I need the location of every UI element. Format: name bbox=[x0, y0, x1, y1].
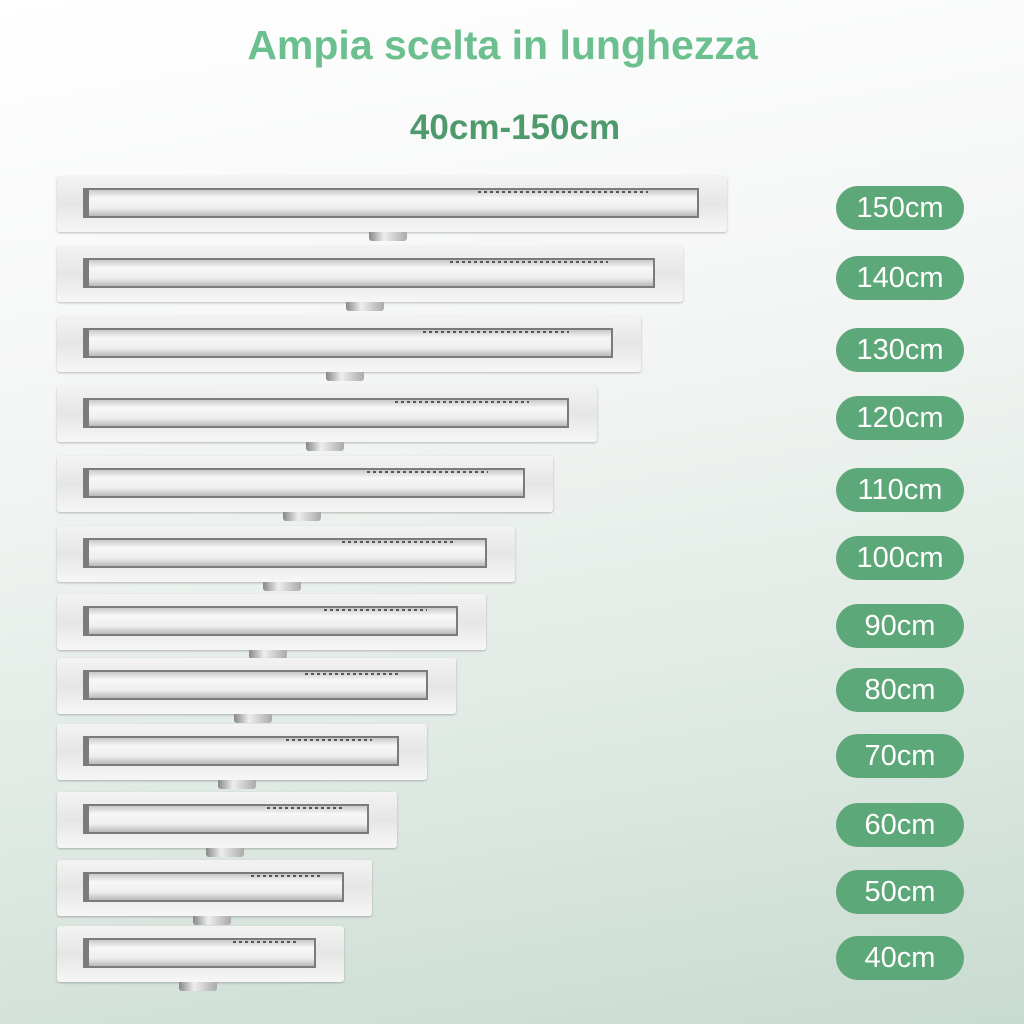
drain-120cm bbox=[57, 386, 597, 442]
drain-channel bbox=[83, 188, 699, 218]
drain-outlet-pipe bbox=[179, 982, 217, 991]
drain-70cm bbox=[57, 724, 427, 780]
drain-50cm bbox=[57, 860, 372, 916]
size-badge: 140cm bbox=[836, 256, 964, 300]
drain-slots bbox=[366, 471, 489, 473]
drain-140cm bbox=[57, 246, 683, 302]
drain-channel bbox=[83, 328, 613, 358]
drain-slots bbox=[423, 331, 570, 333]
drain-150cm bbox=[57, 176, 727, 232]
size-badge: 50cm bbox=[836, 870, 964, 914]
drain-80cm bbox=[57, 658, 456, 714]
drain-channel bbox=[83, 398, 569, 428]
drain-outlet-pipe bbox=[218, 780, 256, 789]
drain-outlet-pipe bbox=[369, 232, 407, 241]
drain-outlet-pipe bbox=[234, 714, 272, 723]
drain-channel bbox=[83, 938, 316, 968]
size-badge: 120cm bbox=[836, 396, 964, 440]
drain-channel bbox=[83, 670, 428, 700]
drain-slots bbox=[394, 401, 529, 403]
length-range: 40cm-150cm bbox=[409, 108, 621, 147]
drain-outlet-pipe bbox=[249, 650, 287, 659]
drain-slots bbox=[323, 609, 427, 611]
drain-130cm bbox=[57, 316, 641, 372]
drain-slots bbox=[478, 191, 649, 193]
drain-slots bbox=[250, 875, 322, 877]
drain-channel bbox=[83, 468, 525, 498]
size-badge: 70cm bbox=[836, 734, 964, 778]
drain-100cm bbox=[57, 526, 515, 582]
drain-110cm bbox=[57, 456, 553, 512]
size-badge: 100cm bbox=[836, 536, 964, 580]
drain-outlet-pipe bbox=[263, 582, 301, 591]
drain-90cm bbox=[57, 594, 486, 650]
size-badge: 110cm bbox=[836, 468, 964, 512]
drain-channel bbox=[83, 538, 487, 568]
drain-channel bbox=[83, 258, 655, 288]
drain-slots bbox=[266, 807, 345, 809]
drain-outlet-pipe bbox=[306, 442, 344, 451]
drain-outlet-pipe bbox=[283, 512, 321, 521]
drain-channel bbox=[83, 736, 399, 766]
size-badge: 130cm bbox=[836, 328, 964, 372]
size-badge: 60cm bbox=[836, 803, 964, 847]
drain-channel bbox=[83, 872, 344, 902]
drain-60cm bbox=[57, 792, 397, 848]
drain-slots bbox=[304, 673, 400, 675]
drain-channel bbox=[83, 804, 369, 834]
drain-slots bbox=[449, 261, 608, 263]
drain-outlet-pipe bbox=[193, 916, 231, 925]
page-title: Ampia scelta in lunghezza bbox=[247, 22, 758, 68]
drain-outlet-pipe bbox=[346, 302, 384, 311]
drain-outlet-pipe bbox=[206, 848, 244, 857]
drain-40cm bbox=[57, 926, 344, 982]
drain-slots bbox=[233, 941, 296, 943]
drain-slots bbox=[342, 541, 454, 543]
size-badge: 150cm bbox=[836, 186, 964, 230]
size-badge: 40cm bbox=[836, 936, 964, 980]
drain-slots bbox=[286, 739, 373, 741]
size-badge: 80cm bbox=[836, 668, 964, 712]
size-badge: 90cm bbox=[836, 604, 964, 648]
drain-channel bbox=[83, 606, 458, 636]
drain-outlet-pipe bbox=[326, 372, 364, 381]
